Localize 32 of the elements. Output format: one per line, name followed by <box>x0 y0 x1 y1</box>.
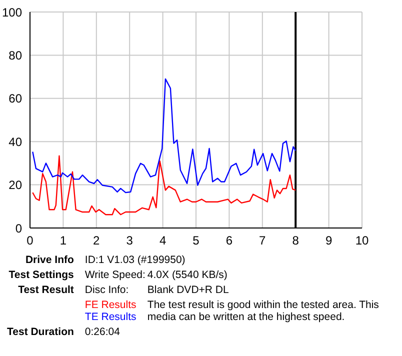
line-series <box>32 78 296 194</box>
text: Drive Info <box>24 253 75 267</box>
text: FE Results <box>84 299 138 311</box>
x-tick-label: 9 <box>325 234 332 248</box>
y-tick-label: 40 <box>8 134 22 149</box>
x-tick-label: 3 <box>126 234 134 248</box>
x-tick-label: 8 <box>292 234 300 248</box>
text: Test Duration <box>6 325 75 339</box>
x-tick-label: 7 <box>259 234 266 248</box>
text: Blank DVD+R DL <box>146 283 230 297</box>
y-tick-label: 60 <box>8 92 22 106</box>
x-tick-label: 10 <box>355 234 369 248</box>
text: Test Settings <box>8 268 75 282</box>
x-tick-label: 4 <box>159 234 166 248</box>
text: Disc Info: <box>84 283 130 297</box>
text: Test Result <box>17 283 75 297</box>
y-tick-label: 20 <box>8 178 22 192</box>
x-tick-label: 0 <box>26 234 34 248</box>
text: 0:26:04 <box>84 325 121 339</box>
y-tick-label: 100 <box>2 5 22 20</box>
y-tick-label: 0 <box>15 221 22 236</box>
line-series <box>32 155 296 216</box>
x-tick-label: 1 <box>60 234 67 248</box>
text: The test result is good within the tested area. This media can be written at the highest speed. <box>146 298 380 324</box>
x-tick-label: 2 <box>93 234 100 248</box>
x-tick-label: 5 <box>192 234 200 248</box>
text: 4.0X (5540 KB/s) <box>146 268 228 282</box>
y-tick-label: 80 <box>8 48 22 62</box>
text: ID:1 V1.03 (#199950) <box>84 253 186 267</box>
x-tick-label: 6 <box>226 234 233 248</box>
text: Write Speed: <box>84 268 146 282</box>
text: TE Results <box>84 311 138 323</box>
